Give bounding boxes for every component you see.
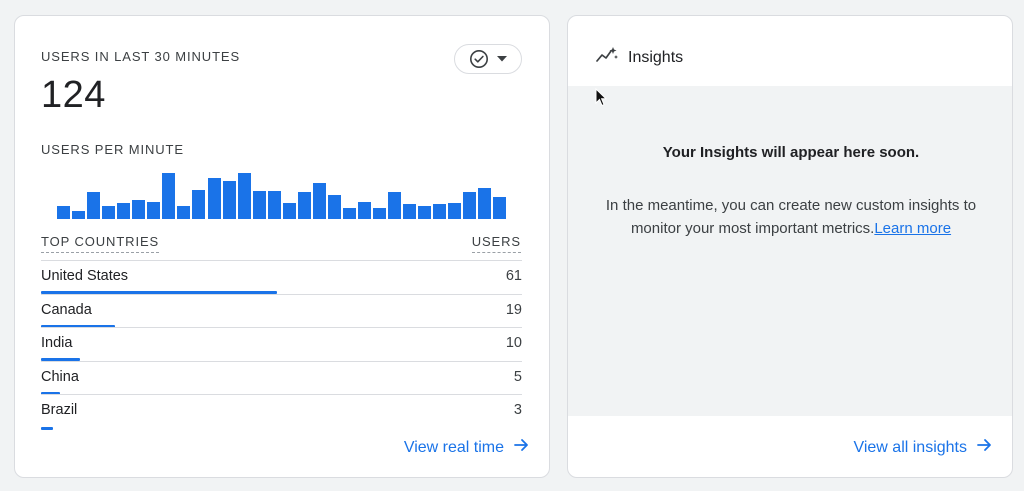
users-per-minute-chart: [57, 171, 509, 219]
users-per-minute-bar[interactable]: [207, 178, 221, 219]
country-name: Brazil: [41, 402, 78, 418]
table-row: Canada 19: [41, 294, 522, 328]
arrow-right-icon: [977, 438, 992, 457]
users-per-minute-bar[interactable]: [493, 197, 507, 219]
country-name: China: [41, 369, 79, 385]
mouse-cursor-icon: [595, 87, 608, 112]
insights-headline: Your Insights will appear here soon.: [662, 144, 920, 161]
users-per-minute-bar[interactable]: [72, 211, 86, 219]
users-per-minute-bar[interactable]: [192, 190, 206, 219]
insights-empty-state: Your Insights will appear here soon. In …: [568, 86, 1012, 416]
users-per-minute-bar[interactable]: [358, 202, 371, 219]
users-per-minute-bar[interactable]: [237, 173, 251, 219]
country-users: 5: [513, 369, 522, 385]
users-per-minute-bar[interactable]: [282, 203, 296, 219]
country-users: 10: [505, 335, 522, 351]
users-per-minute-bar[interactable]: [162, 173, 176, 219]
users-per-minute-bar[interactable]: [147, 202, 161, 219]
country-users: 19: [505, 302, 522, 318]
insights-description: In the meantime, you can create new cust…: [588, 194, 994, 240]
users-per-minute-bar[interactable]: [403, 204, 417, 219]
country-name: Canada: [41, 302, 92, 318]
users-per-minute-bar[interactable]: [448, 203, 462, 219]
users-per-minute-bar[interactable]: [57, 206, 70, 219]
country-name: United States: [41, 268, 129, 284]
realtime-card: USERS IN LAST 30 MINUTES 124 USERS PER M…: [14, 15, 550, 478]
users-per-minute-bar[interactable]: [342, 208, 356, 219]
users-per-minute-bar[interactable]: [102, 206, 116, 219]
view-real-time-label: View real time: [403, 438, 504, 456]
users-per-minute-bar[interactable]: [418, 206, 432, 219]
col-header-users[interactable]: USERS: [471, 234, 521, 253]
users-per-minute-bar[interactable]: [478, 188, 492, 219]
learn-more-link[interactable]: Learn more: [874, 220, 952, 237]
users-per-minute-bar[interactable]: [87, 192, 101, 219]
users-per-minute-bar[interactable]: [252, 191, 266, 219]
share-bar: [41, 291, 277, 294]
country-users: 3: [513, 402, 522, 418]
users-per-minute-bar[interactable]: [373, 208, 387, 219]
realtime-title: USERS IN LAST 30 MINUTES: [41, 49, 241, 64]
users-per-minute-bar[interactable]: [433, 204, 447, 219]
table-row: United States 61: [41, 260, 522, 294]
users-per-minute-bar[interactable]: [222, 181, 236, 219]
comparison-dropdown-button[interactable]: [454, 44, 522, 74]
users-per-minute-bar[interactable]: [312, 183, 326, 219]
arrow-right-icon: [514, 438, 529, 457]
share-bar: [41, 358, 80, 361]
users-per-minute-bar[interactable]: [132, 200, 146, 219]
view-all-insights-link[interactable]: View all insights: [853, 438, 992, 457]
share-bar: [41, 427, 53, 430]
users-per-minute-bar[interactable]: [297, 192, 311, 219]
col-header-country[interactable]: TOP COUNTRIES: [41, 234, 160, 253]
sparkline-icon: [596, 46, 618, 69]
table-row: China 5: [41, 361, 522, 395]
table-row: India 10: [41, 327, 522, 361]
users-per-minute-bar[interactable]: [388, 192, 402, 219]
country-name: India: [41, 335, 73, 351]
insights-card: Insights Your Insights will appear here …: [567, 15, 1013, 478]
users-per-minute-bar[interactable]: [463, 192, 477, 219]
share-bar: [41, 392, 60, 395]
per-minute-label: USERS PER MINUTE: [41, 142, 184, 157]
caret-down-icon: [497, 56, 507, 62]
insights-title: Insights: [628, 48, 684, 66]
table-row: Brazil 3: [41, 394, 522, 434]
users-per-minute-bar[interactable]: [327, 195, 341, 219]
users-per-minute-bar[interactable]: [267, 191, 281, 219]
country-users: 61: [505, 268, 522, 284]
users-count: 124: [41, 74, 106, 116]
insights-body-text: In the meantime, you can create new cust…: [605, 197, 977, 237]
users-per-minute-bar[interactable]: [117, 203, 131, 219]
users-per-minute-bar[interactable]: [177, 206, 191, 219]
insights-header: Insights: [596, 46, 683, 69]
view-all-insights-label: View all insights: [853, 438, 967, 456]
check-circle-icon: [469, 49, 489, 69]
view-real-time-link[interactable]: View real time: [404, 438, 529, 457]
share-bar: [41, 325, 115, 328]
